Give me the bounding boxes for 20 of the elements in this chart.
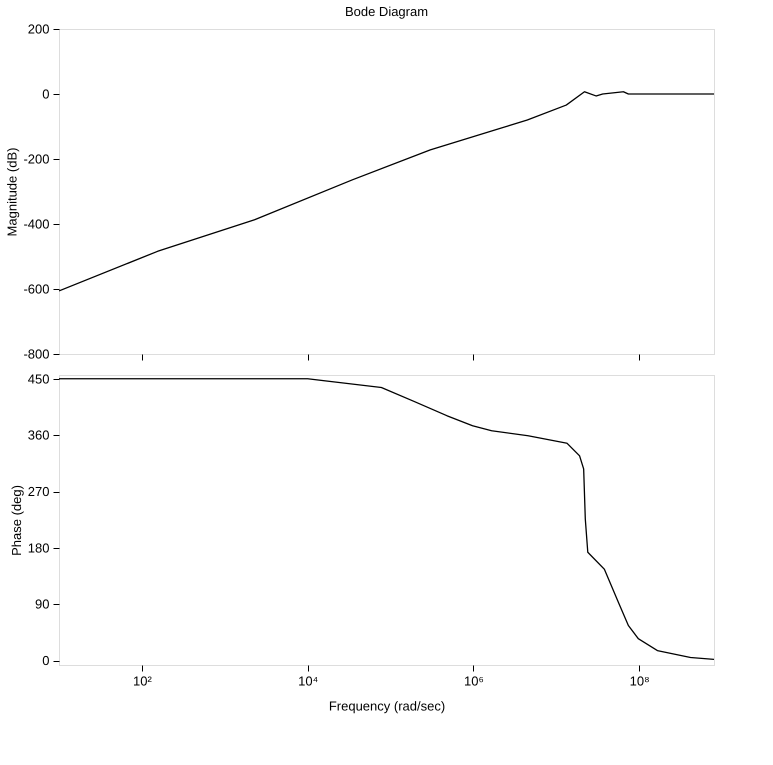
y-tick-label: 360 — [28, 428, 50, 443]
x-tick-label: 10⁴ — [298, 674, 318, 688]
chart-title: Bode Diagram — [344, 4, 428, 19]
x-tick-label: 10⁶ — [464, 674, 484, 688]
y-tick-label: 200 — [28, 22, 50, 36]
x-tick-label: 10² — [132, 674, 152, 688]
y-tick-label: 450 — [28, 371, 50, 386]
y-tick-label: -200 — [23, 152, 50, 166]
y-tick-label: 90 — [35, 596, 50, 612]
y-axis-title: Magnitude (dB) — [4, 148, 20, 236]
y-tick-label: 0 — [42, 86, 50, 102]
y-tick-label: -400 — [23, 216, 50, 232]
y-tick-label: 0 — [42, 653, 50, 668]
y-axis-title: Phase (deg) — [8, 485, 24, 556]
y-tick-label: 270 — [28, 484, 50, 499]
x-tick-label: 10⁸ — [630, 674, 650, 688]
y-tick-label: -800 — [23, 346, 50, 362]
y-tick-label: 180 — [28, 540, 50, 556]
y-tick-label: -600 — [23, 282, 50, 296]
x-axis-title: Frequency (rad/sec) — [328, 698, 446, 714]
